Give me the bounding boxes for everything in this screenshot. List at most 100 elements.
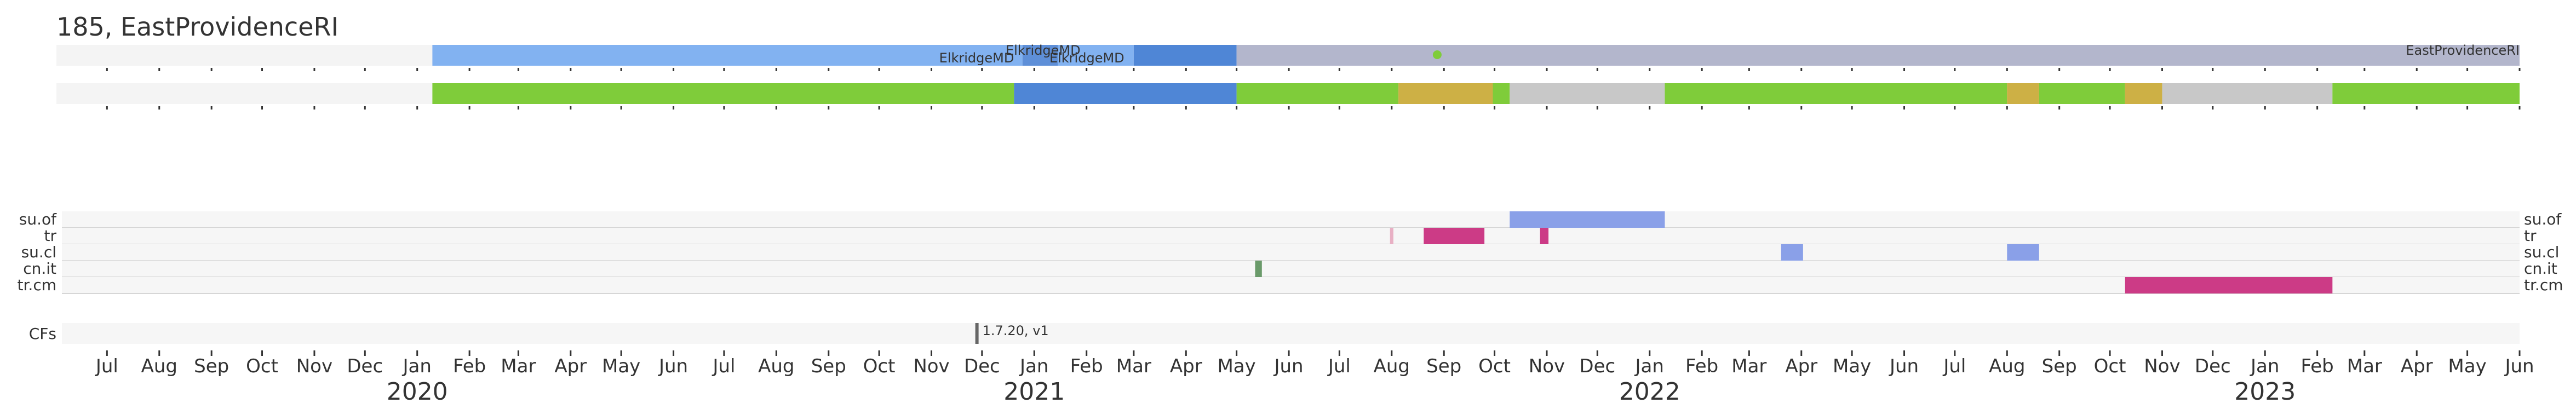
event-row-label-right: su.of — [2524, 210, 2562, 228]
month-tick-label: May — [2448, 355, 2486, 377]
event-row-bg — [62, 211, 2520, 228]
status-segment — [2162, 83, 2333, 104]
event-row-bg — [62, 244, 2520, 261]
event-segment — [1255, 261, 1262, 277]
month-tick-label: Feb — [1070, 355, 1103, 377]
year-label: 2020 — [387, 378, 448, 406]
month-tick-label: Aug — [758, 355, 794, 377]
year-label: 2021 — [1003, 378, 1065, 406]
event-row-bg — [62, 277, 2520, 293]
event-segment — [1510, 211, 1665, 228]
location-segment — [1058, 45, 1134, 66]
year-label: 2023 — [2234, 378, 2296, 406]
month-tick-label: Apr — [554, 355, 587, 377]
month-tick-label: Apr — [2401, 355, 2433, 377]
month-tick-label: Dec — [2195, 355, 2231, 377]
month-tick-label: Nov — [1529, 355, 1565, 377]
month-tick-label: Jul — [712, 355, 735, 377]
month-tick-label: May — [1217, 355, 1255, 377]
status-segment — [1493, 83, 1510, 104]
month-tick-label: Sep — [2042, 355, 2077, 377]
month-tick-label: Dec — [347, 355, 383, 377]
month-tick-label: Mar — [1116, 355, 1151, 377]
status-segment — [2332, 83, 2520, 104]
event-row-label-left: su.of — [19, 210, 57, 228]
location-segment — [1133, 45, 1237, 66]
status-segment — [1510, 83, 1665, 104]
location-label: ElkridgeMD — [1006, 43, 1081, 58]
month-tick-label: Nov — [296, 355, 332, 377]
status-segment — [1014, 83, 1237, 104]
event-segment — [1540, 228, 1549, 244]
month-tick-label: Jun — [1273, 355, 1303, 377]
event-segment — [1390, 228, 1393, 244]
event-row-label-left: tr — [44, 227, 57, 245]
event-row-label-left: su.cl — [21, 243, 56, 261]
month-tick-label: Aug — [1374, 355, 1410, 377]
location-segment — [1236, 45, 2520, 66]
month-tick-label: Jan — [1019, 355, 1048, 377]
event-segment — [1781, 244, 1803, 261]
month-tick-label: Nov — [2144, 355, 2180, 377]
event-segment — [2007, 244, 2039, 261]
month-tick-label: Oct — [1478, 355, 1511, 377]
event-segment — [2125, 277, 2333, 293]
month-tick-label: Feb — [1685, 355, 1718, 377]
month-tick-label: Jul — [1942, 355, 1966, 377]
event-row-label-right: cn.it — [2524, 260, 2557, 278]
cfs-label: CFs — [29, 325, 56, 343]
month-tick-label: May — [602, 355, 640, 377]
month-tick-label: Jan — [401, 355, 431, 377]
month-tick-label: Mar — [1731, 355, 1766, 377]
month-tick-label: Aug — [1989, 355, 2025, 377]
cfs-marker — [975, 323, 979, 344]
month-tick-label: Dec — [964, 355, 1000, 377]
status-segment — [1398, 83, 1493, 104]
status-segment — [2007, 83, 2039, 104]
month-tick-label: Jan — [1634, 355, 1664, 377]
location-segment — [1022, 45, 1058, 66]
event-row-bg — [62, 261, 2520, 277]
event-row-bg — [62, 228, 2520, 244]
month-tick-label: Oct — [863, 355, 896, 377]
status-segment — [2125, 83, 2162, 104]
chart-title: 185, EastProvidenceRI — [56, 12, 339, 42]
event-row-label-right: su.cl — [2524, 243, 2559, 261]
status-segment — [1665, 83, 2007, 104]
year-label: 2022 — [1619, 378, 1680, 406]
event-row-label-right: tr — [2524, 227, 2537, 245]
location-label: ElkridgeMD — [939, 50, 1014, 66]
month-tick-label: Aug — [141, 355, 177, 377]
month-tick-label: Sep — [1426, 355, 1461, 377]
month-tick-label: Apr — [1170, 355, 1202, 377]
month-tick-label: Sep — [811, 355, 846, 377]
month-tick-label: Nov — [913, 355, 949, 377]
month-tick-label: Feb — [453, 355, 486, 377]
month-tick-label: Dec — [1579, 355, 1615, 377]
month-tick-label: Jun — [2504, 355, 2534, 377]
month-tick-label: Apr — [1785, 355, 1817, 377]
status-segment — [432, 83, 1014, 104]
location-dot — [1432, 50, 1442, 59]
month-tick-label: Oct — [2094, 355, 2126, 377]
month-tick-label: Mar — [2347, 355, 2382, 377]
event-row-label-right: tr.cm — [2524, 276, 2563, 294]
month-tick-label: Mar — [501, 355, 536, 377]
month-tick-label: Jun — [1889, 355, 1919, 377]
month-tick-label: Oct — [246, 355, 278, 377]
event-row-label-left: tr.cm — [18, 276, 57, 294]
location-label: EastProvidenceRI — [2406, 43, 2520, 58]
event-segment — [1424, 228, 1485, 244]
month-tick-label: Jul — [1327, 355, 1351, 377]
location-label: ElkridgeMD — [1049, 50, 1125, 66]
location-segment — [432, 45, 1023, 66]
cfs-track-bg — [62, 323, 2520, 344]
month-tick-label: May — [1833, 355, 1871, 377]
event-row-label-left: cn.it — [23, 260, 56, 278]
month-tick-label: Sep — [194, 355, 229, 377]
month-tick-label: Jan — [2250, 355, 2279, 377]
status-segment — [1236, 83, 1399, 104]
month-tick-label: Feb — [2301, 355, 2334, 377]
month-tick-label: Jun — [658, 355, 688, 377]
